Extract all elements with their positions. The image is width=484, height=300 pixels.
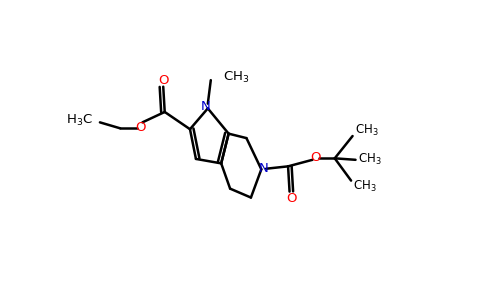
Text: CH$_3$: CH$_3$ bbox=[223, 70, 250, 85]
Text: CH$_3$: CH$_3$ bbox=[353, 178, 377, 194]
Text: O: O bbox=[286, 192, 296, 205]
Text: H$_3$C: H$_3$C bbox=[66, 113, 92, 128]
Text: O: O bbox=[136, 121, 146, 134]
Text: CH$_3$: CH$_3$ bbox=[355, 122, 378, 138]
Text: O: O bbox=[310, 151, 321, 164]
Text: N: N bbox=[200, 100, 211, 113]
Text: N: N bbox=[259, 162, 269, 175]
Text: CH$_3$: CH$_3$ bbox=[358, 152, 381, 167]
Text: O: O bbox=[158, 74, 168, 87]
